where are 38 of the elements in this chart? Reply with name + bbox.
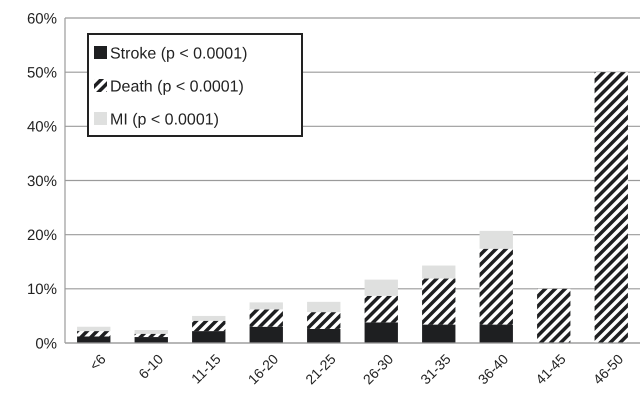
- bar: [307, 302, 340, 312]
- bar: [364, 322, 398, 343]
- bar: [134, 337, 168, 343]
- legend-label: MI (p < 0.0001): [110, 112, 219, 129]
- bar: [364, 280, 398, 296]
- bar: [537, 288, 570, 343]
- bar: [480, 248, 513, 325]
- legend-label: Death (p < 0.0001): [110, 78, 244, 96]
- y-tick-label: 60%: [26, 10, 57, 28]
- bar: [250, 309, 283, 327]
- bar: [422, 278, 456, 325]
- y-tick-label: 40%: [26, 118, 57, 136]
- bar: [594, 72, 628, 343]
- y-tick-label: 20%: [26, 226, 57, 244]
- x-tick-label: <6: [86, 350, 109, 374]
- bar: [134, 330, 168, 334]
- bar: [77, 336, 110, 343]
- bar: [192, 320, 226, 332]
- bar: [192, 316, 226, 321]
- bar: [364, 296, 398, 322]
- bar: [480, 324, 513, 343]
- bar: [77, 326, 110, 332]
- bar: [422, 266, 456, 279]
- x-tick-label: 6-10: [135, 350, 166, 382]
- bar: [422, 324, 456, 343]
- bar: [250, 302, 283, 310]
- y-tick-label: 10%: [26, 281, 57, 298]
- legend-label: Stroke (p < 0.0001): [110, 46, 248, 63]
- bar: [250, 326, 283, 343]
- bar: [307, 312, 340, 329]
- y-tick-label: 0%: [35, 335, 57, 352]
- bar: [307, 328, 340, 343]
- bar: [77, 331, 110, 336]
- y-tick-label: 50%: [26, 64, 57, 82]
- bar: [192, 331, 226, 343]
- y-tick-label: 30%: [26, 172, 57, 190]
- bar: [134, 334, 168, 338]
- bar: [480, 230, 513, 249]
